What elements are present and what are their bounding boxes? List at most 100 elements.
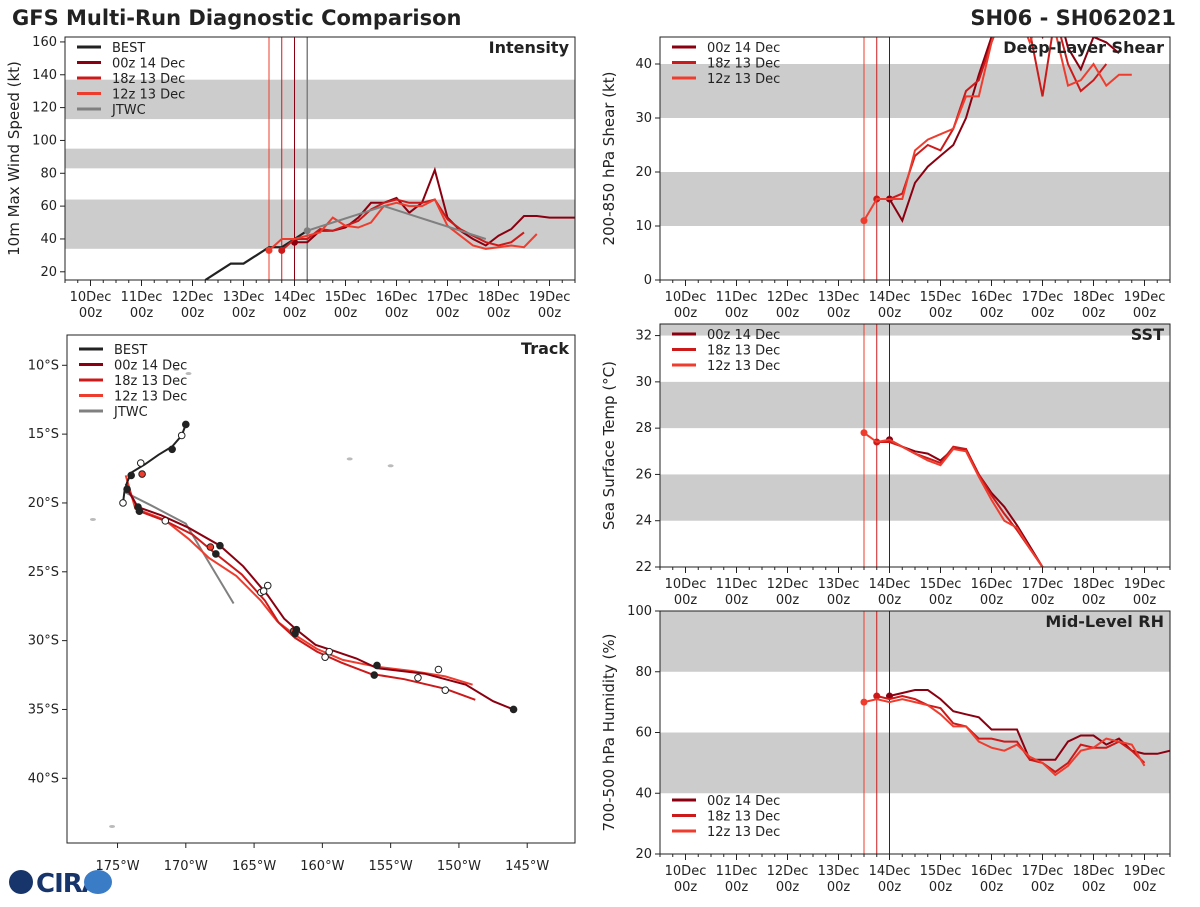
sst-xtick-hour: 00z — [878, 593, 902, 608]
sst-xtick-hour: 00z — [776, 593, 800, 608]
shear-series-run12 — [863, 37, 1132, 222]
sst-legend-label: 00z 14 Dec — [707, 328, 780, 343]
track-island — [346, 457, 353, 461]
intensity-xtick-hour: 00z — [538, 306, 562, 321]
track-xtick-label: 155°W — [369, 859, 413, 874]
sst-xtick-day: 16Dec — [971, 577, 1013, 592]
sst-legend-label: 12z 13 Dec — [707, 359, 780, 374]
sst-xtick-hour: 00z — [674, 593, 698, 608]
rh-xtick-day: 16Dec — [971, 864, 1013, 879]
intensity-xtick-hour: 00z — [334, 306, 358, 321]
rh-ytick-label: 60 — [635, 726, 652, 741]
sst-xtick-day: 12Dec — [767, 577, 809, 592]
rh-xtick-hour: 00z — [1133, 880, 1157, 895]
shear-start-run12 — [860, 217, 868, 225]
intensity-legend-label: 12z 13 Dec — [112, 88, 185, 103]
track-marker-run18 — [212, 550, 220, 558]
shear-xtick-hour: 00z — [1031, 306, 1055, 321]
sst-xtick-hour: 00z — [827, 593, 851, 608]
shear-xtick-hour: 00z — [929, 306, 953, 321]
track-ytick-label: 15°S — [28, 427, 59, 442]
sst-xtick-hour: 00z — [1082, 593, 1106, 608]
shear-xtick-day: 18Dec — [1073, 290, 1115, 305]
rh-series-run18 — [876, 694, 1146, 774]
intensity-band — [65, 199, 575, 249]
rh-xtick-day: 10Dec — [665, 864, 707, 879]
track-marker-best — [177, 431, 186, 440]
intensity-xtick-hour: 00z — [79, 306, 103, 321]
intensity-ytick-label: 160 — [32, 35, 57, 50]
track-legend-label: 18z 13 Dec — [114, 374, 187, 389]
track-series-run18 — [124, 483, 476, 701]
shear-ylabel: 200-850 hPa Shear (kt) — [600, 72, 618, 246]
intensity-xtick-day: 10Dec — [70, 290, 112, 305]
rh-ytick-label: 20 — [635, 847, 652, 862]
shear-xtick-hour: 00z — [980, 306, 1004, 321]
track-island — [185, 372, 192, 376]
intensity-xtick-hour: 00z — [232, 306, 256, 321]
track-marker-run00 — [292, 625, 301, 634]
sst-xtick-day: 14Dec — [869, 577, 911, 592]
shear-legend-label: 00z 14 Dec — [707, 41, 780, 56]
storm-id: SH06 - SH062021 — [970, 6, 1176, 30]
rh-series-run12 — [863, 698, 1146, 777]
shear-series-run00 — [888, 37, 1120, 223]
rh-legend-label: 00z 14 Dec — [707, 794, 780, 809]
rh-xtick-day: 17Dec — [1022, 864, 1064, 879]
intensity-ytick-label: 20 — [40, 265, 57, 280]
intensity-xtick-hour: 00z — [283, 306, 307, 321]
rh-xtick-day: 15Dec — [920, 864, 962, 879]
shear-ytick-label: 10 — [635, 219, 652, 234]
sst-band — [660, 324, 1170, 336]
sst-xtick-day: 17Dec — [1022, 577, 1064, 592]
track-xtick-label: 170°W — [164, 859, 208, 874]
intensity-xtick-day: 11Dec — [121, 290, 163, 305]
track-legend-label: 00z 14 Dec — [114, 359, 187, 374]
sst-ytick-label: 26 — [635, 467, 652, 482]
sst-ytick-label: 28 — [635, 421, 652, 436]
intensity-ytick-label: 60 — [40, 199, 57, 214]
track-marker-run00 — [263, 581, 272, 590]
sst-series-run12 — [863, 431, 1044, 567]
track-marker-run12 — [138, 470, 146, 478]
sst-xtick-day: 15Dec — [920, 577, 962, 592]
intensity-xtick-day: 17Dec — [427, 290, 469, 305]
intensity-xtick-day: 12Dec — [172, 290, 214, 305]
intensity-series-jtwc — [306, 205, 487, 240]
track-island — [89, 517, 96, 521]
shear-band — [660, 64, 1170, 118]
sst-xtick-day: 10Dec — [665, 577, 707, 592]
shear-xtick-day: 12Dec — [767, 290, 809, 305]
shear-band — [660, 172, 1170, 226]
rh-xtick-hour: 00z — [725, 880, 749, 895]
shear-xtick-hour: 00z — [878, 306, 902, 321]
rh-start-run12 — [860, 698, 868, 706]
track-marker-run00 — [216, 541, 224, 550]
rh-xtick-hour: 00z — [674, 880, 698, 895]
sst-xtick-hour: 00z — [929, 593, 953, 608]
track-marker-run00 — [434, 665, 443, 674]
track-marker-run00 — [134, 503, 142, 511]
track-marker-run18 — [441, 686, 450, 694]
intensity-ytick-label: 80 — [40, 166, 57, 181]
sst-band — [660, 474, 1170, 521]
intensity-ytick-label: 40 — [40, 232, 57, 247]
rh-ytick-label: 100 — [627, 604, 652, 619]
sst-xtick-hour: 00z — [980, 593, 1004, 608]
intensity-xtick-day: 14Dec — [274, 290, 316, 305]
shear-xtick-day: 10Dec — [665, 290, 707, 305]
track-marker-run18 — [321, 653, 329, 661]
page-title: GFS Multi-Run Diagnostic Comparison — [12, 6, 462, 30]
shear-xtick-hour: 00z — [674, 306, 698, 321]
rh-ytick-label: 80 — [635, 665, 652, 680]
intensity-legend-label: 18z 13 Dec — [112, 72, 185, 87]
track-xtick-label: 175°W — [95, 859, 139, 874]
rh-xtick-hour: 00z — [776, 880, 800, 895]
intensity-xtick-day: 16Dec — [376, 290, 418, 305]
track-ytick-label: 30°S — [28, 634, 59, 649]
sst-ytick-label: 24 — [635, 514, 652, 529]
intensity-band — [65, 148, 575, 169]
track-marker-run00 — [325, 647, 333, 656]
track-legend-label: BEST — [114, 343, 147, 358]
